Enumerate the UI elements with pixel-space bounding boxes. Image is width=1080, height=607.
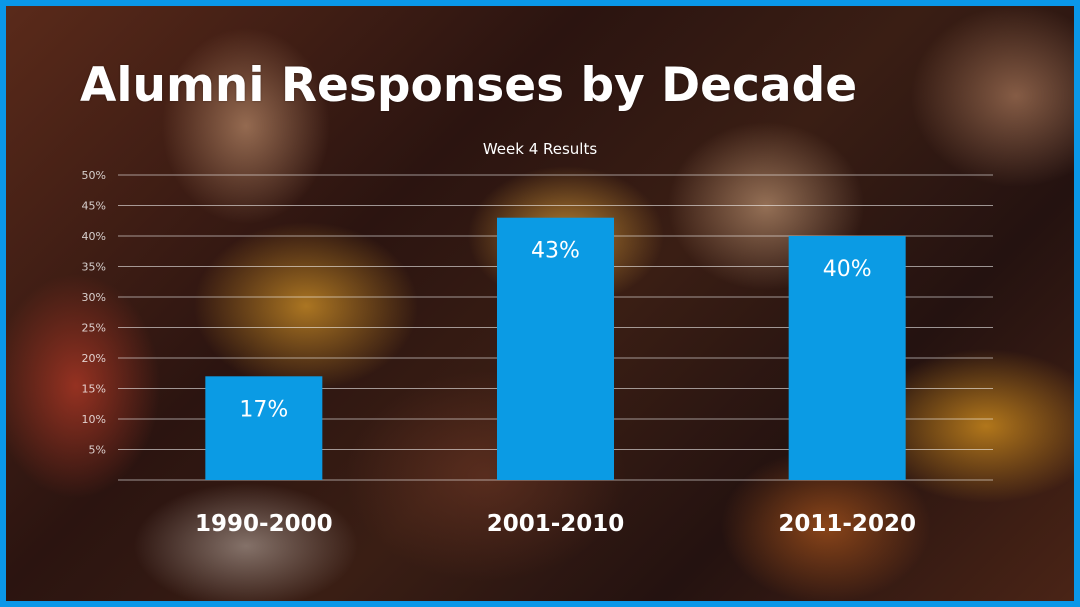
data-label: 17% bbox=[239, 397, 288, 422]
y-tick-label: 10% bbox=[82, 413, 106, 426]
y-tick-label: 5% bbox=[89, 444, 106, 457]
y-tick-label: 45% bbox=[82, 200, 106, 213]
y-tick-label: 15% bbox=[82, 383, 106, 396]
y-tick-label: 40% bbox=[82, 230, 106, 243]
y-tick-label: 50% bbox=[82, 169, 106, 182]
bar-2011-2020 bbox=[788, 236, 906, 480]
data-labels: 17% 43% 40% bbox=[239, 239, 871, 423]
slide-title: Alumni Responses by Decade bbox=[80, 58, 858, 113]
y-tick-label: 30% bbox=[82, 291, 106, 304]
x-axis-ticks: 1990-2000 2001-2010 2011-2020 bbox=[195, 511, 916, 537]
x-tick-label: 2011-2020 bbox=[778, 511, 916, 537]
bars bbox=[205, 217, 906, 480]
bar-1990-2000 bbox=[205, 376, 323, 480]
chart-title: Week 4 Results bbox=[482, 140, 598, 158]
x-tick-label: 1990-2000 bbox=[195, 511, 333, 537]
y-tick-label: 25% bbox=[82, 322, 106, 335]
y-tick-label: 20% bbox=[82, 352, 106, 365]
y-tick-label: 35% bbox=[82, 261, 106, 274]
y-axis-ticks: 5% 10% 15% 20% 25% 30% 35% 40% 45% 50% bbox=[82, 169, 106, 457]
bar-2001-2010 bbox=[497, 217, 614, 480]
data-label: 40% bbox=[823, 257, 872, 282]
x-tick-label: 2001-2010 bbox=[487, 511, 625, 537]
data-label: 43% bbox=[531, 239, 580, 264]
